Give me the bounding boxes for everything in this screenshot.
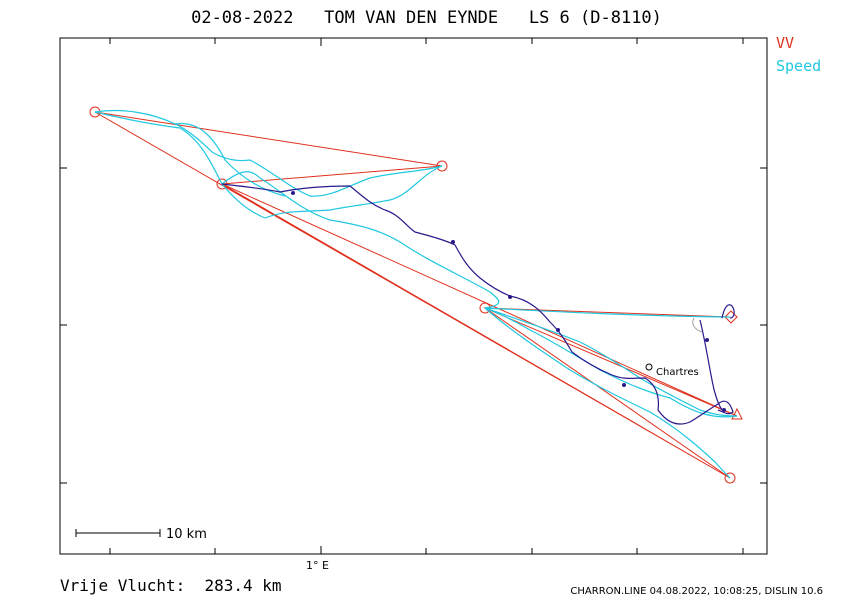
scale-bar-label: 10 km <box>166 527 207 542</box>
turnpoint-marker <box>436 160 448 172</box>
legend-vv: VV <box>776 34 795 52</box>
gap-track <box>692 317 703 333</box>
distance-label: Vrije Vlucht: 283.4 km <box>60 576 282 595</box>
finish-marker <box>731 407 743 420</box>
turnpoint-markers <box>89 106 743 484</box>
axis-ticks <box>60 38 767 554</box>
scale-bar <box>75 529 161 537</box>
start-marker <box>724 310 738 324</box>
credits-label: CHARRON.LINE 04.08.2022, 10:08:25, DISLI… <box>570 586 823 597</box>
speed-track <box>94 109 738 479</box>
plot-frame <box>59 37 768 555</box>
turnpoint-marker <box>724 472 736 484</box>
map-title: 02-08-2022 TOM VAN DEN EYNDE LS 6 (D-811… <box>191 8 662 28</box>
turnpoint-marker <box>89 106 101 118</box>
vv-task-lines <box>94 111 738 479</box>
track-fixes <box>291 191 726 412</box>
town-marker <box>645 363 653 371</box>
flight-track <box>221 183 735 425</box>
town-label: Chartres <box>656 367 699 378</box>
legend-speed: Speed <box>776 57 822 75</box>
x-tick-label: 1° E <box>306 559 329 572</box>
